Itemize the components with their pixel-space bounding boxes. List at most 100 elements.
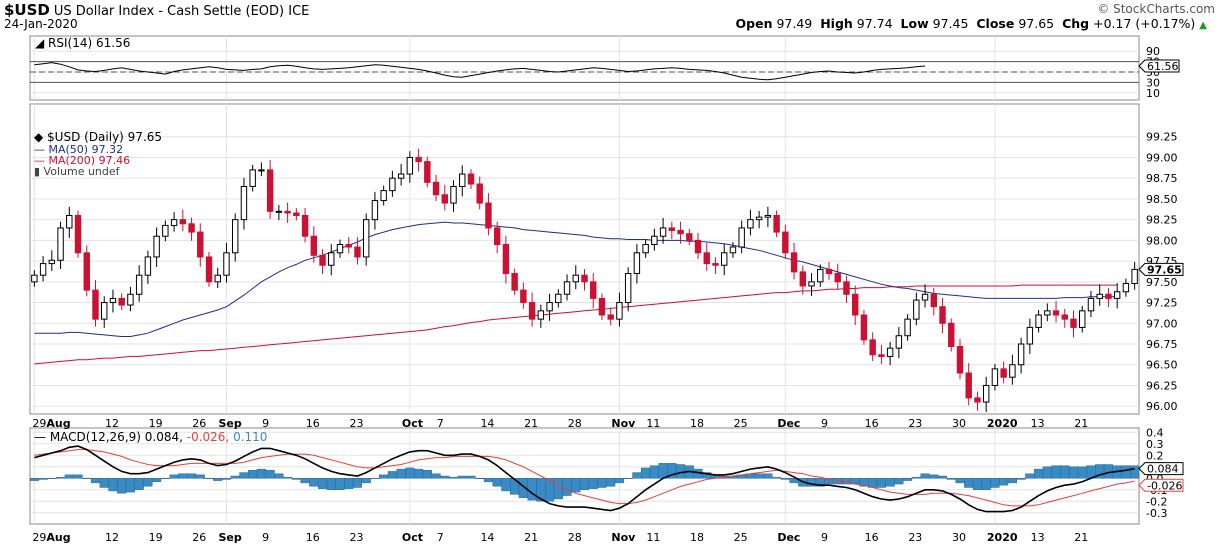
price-x-label: 14 — [480, 417, 494, 430]
candle-body — [851, 293, 859, 316]
candle-body — [825, 268, 833, 275]
macd-x-label: 21 — [1074, 531, 1088, 544]
price-tick-label: 96.75 — [1146, 338, 1178, 351]
macd-x-label: 25 — [734, 531, 748, 544]
macd-hist-bar — [946, 478, 956, 480]
macd-hist-bar — [309, 478, 319, 487]
candle-body — [668, 227, 676, 231]
candle-body — [48, 259, 56, 265]
candle-body — [843, 281, 850, 295]
candle-body — [703, 252, 710, 265]
candle-body — [1017, 343, 1025, 366]
chg-label: Chg — [1062, 16, 1090, 31]
macd-signal-line — [34, 449, 1135, 507]
candle-body — [336, 244, 344, 254]
candle-body — [642, 244, 649, 254]
macd-hist-bar — [981, 478, 991, 490]
candle-body — [197, 231, 204, 258]
price-panel-frame — [29, 103, 1140, 415]
macd-x-label: 12 — [105, 531, 119, 544]
macd-hist-bar — [300, 478, 310, 484]
signal-last-value: -0.026 — [1147, 479, 1182, 492]
macd-hist-bar — [1068, 466, 1079, 479]
price-x-label: 21 — [1074, 417, 1088, 430]
candle-body — [860, 314, 868, 341]
candle-body — [83, 252, 90, 291]
macd-x-label: 13 — [1031, 531, 1045, 544]
macd-hist-bar — [239, 472, 249, 479]
candle-body — [153, 235, 160, 258]
price-x-label: 29Aug — [32, 417, 70, 430]
macd-x-label: Nov — [611, 531, 636, 544]
macd-x-label: 18 — [690, 531, 704, 544]
price-x-label: 28 — [568, 417, 582, 430]
candle-body — [982, 384, 990, 403]
candle-body — [773, 214, 780, 233]
macd-hist-bar — [204, 478, 214, 479]
price-x-label: 25 — [734, 417, 748, 430]
candle-body — [520, 289, 527, 304]
candle-body — [808, 281, 815, 287]
candle-body — [345, 244, 352, 248]
candle-body — [74, 214, 82, 254]
macd-hist-bar — [1077, 466, 1087, 479]
signal-last-value-tag — [1138, 478, 1184, 492]
candle-body — [92, 289, 99, 320]
close-label: Close — [976, 16, 1015, 31]
candle-body — [1070, 318, 1077, 328]
candle-body — [1052, 310, 1060, 316]
candle-body — [144, 256, 152, 276]
macd-hist-bar — [169, 474, 179, 479]
price-x-label: 19 — [149, 417, 163, 430]
candle-body — [712, 263, 719, 266]
macd-x-label: 28 — [568, 531, 582, 544]
candle-body — [747, 219, 754, 229]
macd-hist-bar — [47, 478, 57, 479]
macd-hist-bar — [1121, 465, 1131, 479]
candle-body — [799, 271, 807, 287]
macd-hist-bar — [370, 478, 380, 479]
ma200-legend: — MA(200) 97.46 — [34, 154, 130, 167]
rsi-tick-label: 10 — [1146, 87, 1160, 100]
macd-x-label: 16 — [306, 531, 320, 544]
candle-body — [127, 293, 134, 306]
candle-body — [782, 231, 789, 254]
macd-hist-bar — [422, 470, 432, 479]
macd-hist-bar — [186, 473, 197, 479]
candle-body — [790, 252, 798, 273]
macd-line — [34, 445, 1135, 513]
macd-hist-bar — [73, 474, 83, 479]
price-x-label: Sep — [218, 417, 241, 430]
price-x-label: 16 — [865, 417, 879, 430]
candle-body — [275, 210, 283, 213]
candle-body — [948, 322, 955, 347]
macd-hist-bar — [483, 478, 494, 482]
macd-hist-bar — [440, 475, 450, 479]
candle-body — [581, 274, 588, 283]
chart-date: 24-Jan-2020 — [4, 17, 78, 31]
macd-x-label: 21 — [524, 531, 538, 544]
candle-body — [249, 169, 256, 187]
macd-x-label: 9 — [821, 531, 828, 544]
macd-hist-bar — [579, 478, 590, 490]
macd-hist-bar — [623, 478, 633, 479]
macd-hist-bar — [911, 476, 921, 479]
rsi-tick-label: 90 — [1146, 45, 1160, 58]
candle-body — [1000, 368, 1007, 378]
candle-body — [677, 229, 684, 235]
candle-body — [1061, 314, 1068, 320]
candle-body — [432, 181, 440, 196]
macd-hist-bar — [265, 470, 275, 479]
candle-body — [1044, 310, 1051, 316]
price-tick-label: 97.00 — [1146, 317, 1178, 330]
rsi-tick-label: 30 — [1146, 76, 1160, 89]
candle-body — [284, 210, 291, 214]
candle-body — [179, 219, 187, 225]
macd-hist-bar — [492, 478, 502, 487]
macd-hist-bar — [221, 478, 232, 480]
macd-hist-bar — [90, 478, 101, 484]
macd-hist-bar — [379, 474, 389, 479]
macd-hist-bar — [143, 478, 153, 487]
macd-hist-bar — [510, 478, 520, 495]
